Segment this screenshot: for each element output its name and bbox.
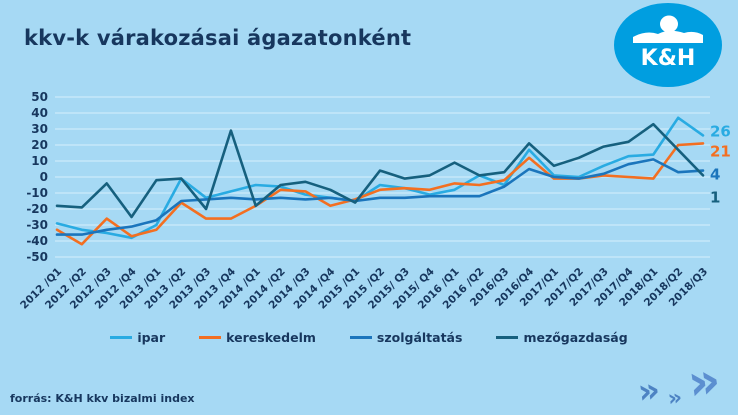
kh-logo: K&H [614,3,722,87]
series-line-ipar [55,116,705,240]
legend-label: mezőgazdaság [523,330,628,345]
chevron-right-icon: » [684,350,725,412]
chevron-right-icon: » [635,369,663,413]
legend-swatch-icon [199,336,222,339]
y-axis-tick-label: 40 [31,106,48,120]
series-end-label-ipar: 26 [710,122,731,140]
legend-item-ipar: ipar [110,330,165,345]
series-line-szolgáltatás [55,158,705,236]
legend-item-szolgáltatás: szolgáltatás [349,330,463,345]
logo-circle [614,3,722,87]
legend-label: ipar [137,330,166,345]
y-axis-tick-label: 20 [31,138,48,152]
y-axis-tick-label: 30 [31,122,48,136]
y-axis-tick-label: -20 [26,202,48,216]
series-end-label-szolgáltatás: 4 [710,166,720,184]
series-line-kereskedelm [55,142,705,246]
chart-legend: ipar kereskedelm szolgáltatás mezőgazdaság [0,330,738,345]
logo-wave-icon [633,30,703,43]
chevron-right-icon: » [666,385,684,412]
logo-head-icon [660,15,678,33]
series-end-label-kereskedelm: 21 [710,142,731,160]
y-axis-tick-label: -30 [26,218,48,232]
source-note: forrás: K&H kkv bizalmi index [10,392,195,405]
y-axis-tick-label: 10 [31,154,48,168]
y-axis-tick-label: -50 [26,250,48,264]
legend-swatch-icon [110,336,133,339]
legend-swatch-icon [349,336,372,339]
legend-item-kereskedelm: kereskedelm [199,330,316,345]
logo-text: K&H [641,46,696,71]
legend-swatch-icon [496,336,519,339]
y-axis-tick-label: -10 [26,186,48,200]
chart-title: kkv-k várakozásai ágazatonként [24,26,412,50]
legend-item-mezőgazdaság: mezőgazdaság [496,330,628,345]
legend-label: szolgáltatás [376,330,463,345]
series-end-label-mezőgazdaság: 1 [710,188,720,206]
y-axis-tick-label: -40 [26,234,48,248]
legend-label: kereskedelm [226,330,316,345]
y-axis-tick-label: 50 [31,90,48,104]
y-axis-tick-label: 0 [40,170,48,184]
series-line-mezőgazdaság [55,122,705,219]
